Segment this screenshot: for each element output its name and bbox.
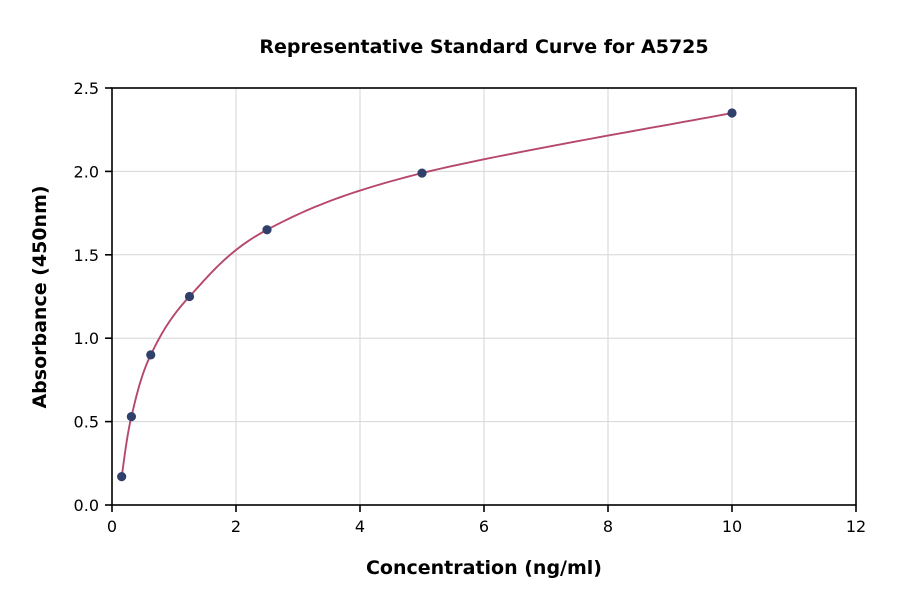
x-tick-label: 2 — [231, 517, 241, 536]
y-axis-label: Absorbance (450nm) — [29, 185, 51, 408]
x-tick-label: 0 — [107, 517, 117, 536]
axis-ticks — [105, 87, 857, 512]
x-tick-label: 10 — [722, 517, 742, 536]
y-tick-label: 2.5 — [74, 79, 99, 98]
x-tick-label: 4 — [355, 517, 365, 536]
y-tick-label: 0.0 — [74, 496, 99, 515]
x-tick-label: 6 — [479, 517, 489, 536]
x-axis-label: Concentration (ng/ml) — [366, 557, 602, 579]
x-tick-label: 8 — [603, 517, 613, 536]
data-point — [727, 108, 737, 118]
y-tick-label: 1.5 — [74, 246, 99, 265]
data-point — [117, 472, 127, 482]
data-point — [417, 168, 427, 178]
y-tick-label: 2.0 — [74, 162, 99, 181]
gridlines — [111, 87, 857, 506]
y-tick-label: 1.0 — [74, 329, 99, 348]
data-point — [126, 412, 137, 422]
data-series — [117, 108, 737, 482]
data-point — [184, 291, 195, 302]
axis-tick-labels: 0 2 4 6 8 10 12 0.0 0.5 1.0 1.5 2.0 2.5 — [74, 79, 867, 536]
data-point — [262, 225, 272, 235]
data-point — [146, 350, 156, 360]
x-tick-label: 12 — [846, 517, 866, 536]
y-tick-label: 0.5 — [74, 413, 99, 432]
chart-title: Representative Standard Curve for A5725 — [259, 36, 708, 58]
